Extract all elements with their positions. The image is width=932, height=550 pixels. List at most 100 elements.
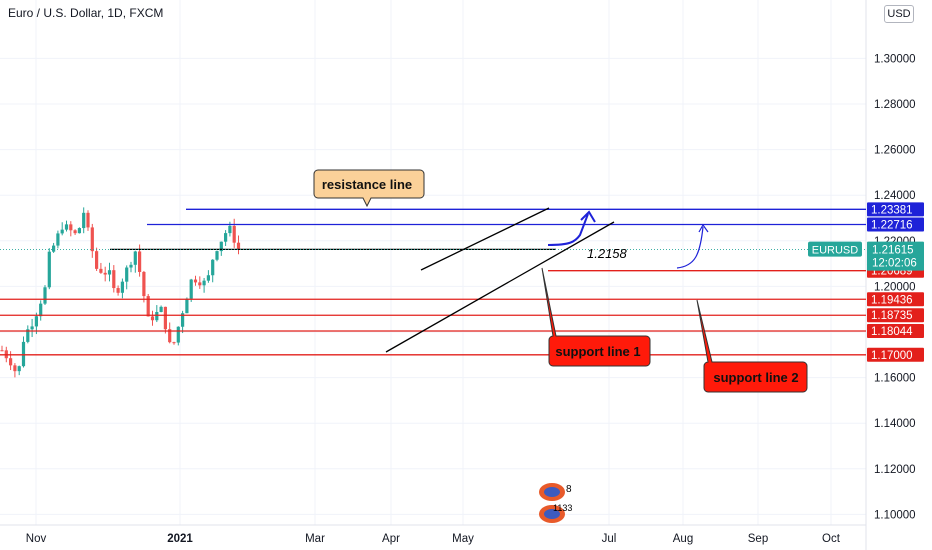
watermark-text-bottom: 1133 bbox=[553, 503, 572, 513]
candle-body bbox=[77, 228, 81, 234]
support1-callout bbox=[541, 267, 651, 367]
price-tick-label: 1.14000 bbox=[874, 418, 916, 430]
projection-arrow bbox=[676, 226, 704, 269]
channel-lower-line bbox=[385, 221, 615, 353]
price-tick-label: 1.20000 bbox=[874, 281, 916, 293]
price-tick-label: 1.28000 bbox=[874, 99, 916, 111]
time-tick-label: Aug bbox=[673, 533, 693, 545]
candle-body bbox=[95, 251, 99, 269]
price-tick-label: 1.16000 bbox=[874, 373, 916, 385]
candle-body bbox=[0, 350, 4, 352]
trend-drawings: 1.2158 bbox=[385, 207, 709, 353]
candle-body bbox=[215, 251, 219, 260]
level-annotation: 1.2158 bbox=[587, 246, 628, 261]
candle-body bbox=[142, 271, 146, 297]
candle-body bbox=[69, 224, 73, 231]
candle-body bbox=[34, 316, 38, 327]
time-tick-label: Jul bbox=[602, 533, 617, 545]
time-tick-label: Nov bbox=[26, 533, 47, 545]
candle-body bbox=[30, 326, 34, 330]
candle-body bbox=[26, 329, 30, 342]
candle-body bbox=[103, 272, 107, 275]
time-tick-label: May bbox=[452, 533, 474, 545]
price-tick-label: 1.12000 bbox=[874, 464, 916, 476]
last-price-value: 1.21615 bbox=[872, 245, 914, 257]
candle-body bbox=[21, 341, 26, 367]
candle-body bbox=[193, 279, 198, 283]
time-axis[interactable]: Nov 2021 Mar Apr May Jul Aug Sep Oct bbox=[26, 533, 841, 545]
candle-body bbox=[198, 282, 202, 286]
callouts: resistance line support line 1 support lin… bbox=[313, 169, 808, 393]
time-tick-label: Apr bbox=[382, 533, 400, 545]
candle-body bbox=[163, 306, 167, 330]
time-tick-label: Sep bbox=[748, 533, 768, 545]
time-tick-label: 2021 bbox=[167, 533, 193, 545]
price-axis[interactable]: 1.300001.280001.260001.240001.220001.200… bbox=[874, 53, 916, 521]
candle-body bbox=[133, 251, 137, 265]
level-price-tag bbox=[867, 323, 924, 338]
watermark-logo: 8 1133 bbox=[539, 483, 572, 523]
price-tick-label: 1.24000 bbox=[874, 190, 916, 202]
candle-body bbox=[138, 251, 142, 272]
chart-grid bbox=[0, 0, 866, 525]
currency-button[interactable]: USD bbox=[884, 5, 914, 23]
candle-body bbox=[189, 279, 193, 299]
level-price-tag bbox=[867, 217, 924, 232]
candle-body bbox=[112, 270, 116, 289]
candle-body bbox=[125, 267, 129, 282]
candle-body bbox=[202, 280, 206, 286]
candle-body bbox=[56, 233, 60, 246]
candle-body bbox=[129, 264, 133, 268]
candle-body bbox=[13, 365, 17, 372]
candle-body bbox=[211, 259, 215, 276]
candle-body bbox=[232, 225, 236, 243]
candle-body bbox=[107, 270, 112, 275]
horizontal-levels bbox=[0, 208, 866, 356]
time-tick-label: Mar bbox=[305, 533, 325, 545]
breakout-arrowhead bbox=[580, 210, 596, 223]
candle-body bbox=[206, 275, 210, 281]
level-price-tag bbox=[867, 292, 924, 307]
last-price-tag bbox=[867, 241, 924, 271]
candle-body bbox=[90, 227, 94, 252]
channel-upper-line bbox=[420, 207, 550, 271]
candle-body bbox=[9, 358, 13, 366]
candle-body bbox=[168, 329, 172, 343]
candle-body bbox=[172, 342, 176, 344]
candle-body bbox=[236, 242, 241, 249]
candle-body bbox=[185, 298, 189, 314]
candle-body bbox=[219, 241, 223, 252]
last-price-countdown: 12:02:06 bbox=[872, 258, 917, 270]
candle-body bbox=[47, 251, 51, 288]
level-price-tag bbox=[867, 308, 924, 323]
candle-body bbox=[73, 230, 77, 234]
price-tick-label: 1.30000 bbox=[874, 53, 916, 65]
price-tick-label: 1.26000 bbox=[874, 145, 916, 157]
candle-body bbox=[52, 245, 56, 252]
level-price-tag-label: 1.19436 bbox=[871, 294, 913, 306]
chart-title: Euro / U.S. Dollar, 1D, FXCM bbox=[8, 6, 164, 20]
watermark-text-top: 8 bbox=[566, 484, 572, 495]
candle-body bbox=[146, 296, 150, 317]
support2-callout-label: support line 2 bbox=[713, 370, 798, 385]
candle-body bbox=[150, 316, 155, 321]
candle-body bbox=[99, 268, 103, 273]
projection-arrowhead bbox=[698, 223, 709, 233]
level-price-tag-label: 1.17000 bbox=[871, 350, 913, 362]
candle-body bbox=[82, 212, 86, 229]
candle-body bbox=[86, 212, 90, 228]
level-price-tag-label: 1.18735 bbox=[871, 310, 913, 322]
watermark-flag-top bbox=[544, 487, 560, 497]
candle-body bbox=[176, 326, 180, 343]
resistance-callout bbox=[313, 169, 425, 208]
breakout-arrow bbox=[547, 213, 589, 246]
price-tick-label: 1.10000 bbox=[874, 509, 916, 521]
price-tags: 1.233811.227161.206891.194361.187351.180… bbox=[808, 202, 924, 362]
level-price-tag bbox=[867, 347, 924, 362]
candle-body bbox=[224, 233, 228, 242]
candle-body bbox=[43, 287, 47, 304]
level-price-tag-label: 1.22716 bbox=[871, 219, 913, 231]
symbol-tag-label: EURUSD bbox=[812, 245, 859, 257]
resistance-callout-label: resistance line bbox=[322, 177, 412, 192]
